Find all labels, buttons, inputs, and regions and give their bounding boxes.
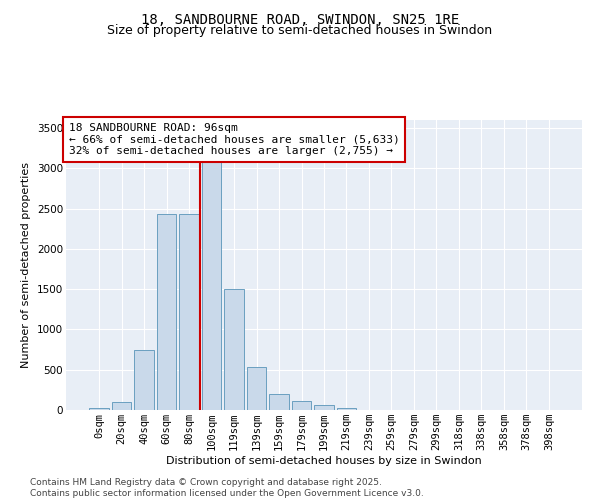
Bar — [314, 405, 334, 410]
Bar — [202, 148, 221, 410]
Text: Contains HM Land Registry data © Crown copyright and database right 2025.
Contai: Contains HM Land Registry data © Crown c… — [30, 478, 424, 498]
Text: Size of property relative to semi-detached houses in Swindon: Size of property relative to semi-detach… — [107, 24, 493, 37]
Bar — [337, 408, 356, 410]
Bar — [89, 408, 109, 410]
Bar — [134, 350, 154, 410]
Bar — [112, 402, 131, 410]
Bar — [247, 366, 266, 410]
Y-axis label: Number of semi-detached properties: Number of semi-detached properties — [22, 162, 31, 368]
Bar — [269, 394, 289, 410]
Text: 18 SANDBOURNE ROAD: 96sqm
← 66% of semi-detached houses are smaller (5,633)
32% : 18 SANDBOURNE ROAD: 96sqm ← 66% of semi-… — [68, 123, 400, 156]
X-axis label: Distribution of semi-detached houses by size in Swindon: Distribution of semi-detached houses by … — [166, 456, 482, 466]
Bar — [292, 401, 311, 410]
Bar — [157, 214, 176, 410]
Bar — [179, 214, 199, 410]
Bar — [224, 289, 244, 410]
Text: 18, SANDBOURNE ROAD, SWINDON, SN25 1RE: 18, SANDBOURNE ROAD, SWINDON, SN25 1RE — [141, 12, 459, 26]
